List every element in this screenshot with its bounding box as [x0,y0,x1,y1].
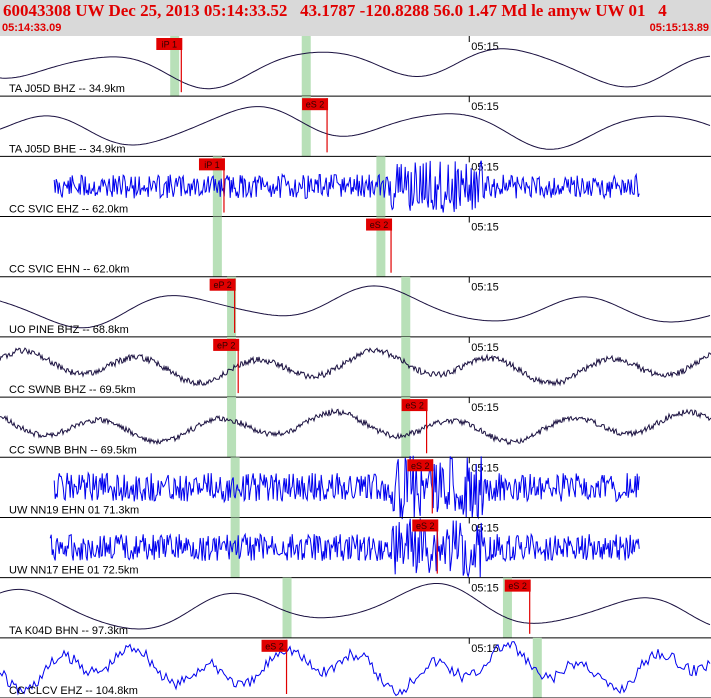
phase-window-shade [282,577,292,638]
pick-label: eP 2 [217,340,235,350]
waveform [0,583,711,630]
pick-flag[interactable] [401,399,428,412]
phase-window-shade [401,276,411,337]
pick-flag[interactable] [198,158,225,171]
trace-row[interactable]: 05:15 eP 2 CC SWNB BHZ -- 69.5km [0,336,711,398]
pick-flag[interactable] [366,218,393,231]
window-start-time: 05:14:33.09 [2,22,62,34]
trace-row[interactable]: 05:15 eS 2 CC SVIC EHN -- 62.0km [0,216,711,278]
phase-window-shade [301,36,311,97]
waveform [0,347,711,387]
minute-label: 05:15 [471,643,499,655]
trace-label: TA K04D BHN -- 97.3km [9,625,128,637]
phase-window-shade [230,457,240,518]
pick-label: eS 2 [405,401,424,411]
trace-label: TA J05D BHE -- 34.9km [9,143,126,155]
pick-flag[interactable] [213,338,240,351]
trace-row[interactable]: 05:15 eS 2 CC CLCV EHZ -- 104.8km [0,637,711,698]
minute-label: 05:15 [471,342,499,354]
trace-label: TA J05D BHZ -- 34.9km [9,83,125,95]
trace-label: UW NN19 EHN 01 71.3km [9,504,139,516]
trace-label: UW NN17 EHE 01 72.5km [9,565,139,577]
trace-label: CC SWNB BHZ -- 69.5km [9,384,136,396]
phase-window-shade [227,336,237,398]
phase-window-shade [230,517,240,578]
pick-flag[interactable] [302,98,329,111]
minute-label: 05:15 [471,282,499,294]
waveform [0,407,711,446]
pick-label: eS 2 [508,581,527,591]
pick-label: eS 2 [411,461,430,471]
waveform [0,641,711,697]
phase-window-shade [301,96,311,157]
minute-label: 05:15 [471,161,499,173]
minute-label: 05:15 [471,402,499,414]
waveform [0,285,711,329]
seismogram-panel[interactable]: 05:15 iP 1 TA J05D BHZ -- 34.9km 05:15 eS 2 T… [0,36,711,698]
phase-window-shade [532,637,542,698]
trace-row[interactable]: 05:15 eS 2 UW NN17 EHE 01 72.5km [0,517,711,579]
trace-row[interactable]: 05:15 eS 2 TA K04D BHN -- 97.3km [0,577,711,639]
trace-label: CC CLCV EHZ -- 104.8km [9,685,138,697]
phase-window-shade [212,156,222,217]
waveform [49,518,640,579]
pick-label: eS 2 [306,100,325,110]
pick-label: eS 2 [370,220,389,230]
waveform [0,48,711,90]
pick-label: eS 2 [265,641,284,651]
pick-flag[interactable] [407,459,434,472]
event-title: 60043308 UW Dec 25, 2013 05:14:33.52 43.… [3,1,667,20]
pick-label: iP 1 [204,160,219,170]
phase-window-shade [227,397,237,458]
phase-window-shade [401,397,411,458]
trace-label: CC SWNB BHN -- 69.5km [9,444,137,456]
waveform [53,160,640,213]
trace-label: CC SVIC EHN -- 62.0km [9,264,129,276]
phase-window-shade [502,577,512,638]
trace-row[interactable]: 05:15 eP 2 UO PINE BHZ -- 68.8km [0,276,711,338]
phase-window-shade [376,216,386,277]
minute-label: 05:15 [471,522,499,534]
trace-label: CC SVIC EHZ -- 62.0km [9,204,128,216]
minute-label: 05:15 [471,222,499,234]
event-header: 60043308 UW Dec 25, 2013 05:14:33.52 43.… [0,0,711,36]
waveform [53,455,640,520]
waveform [0,106,711,150]
minute-label: 05:15 [471,462,499,474]
pick-flag[interactable] [504,579,531,592]
trace-label: UO PINE BHZ -- 68.8km [9,324,129,336]
pick-flag[interactable] [261,639,288,652]
pick-flag[interactable] [209,278,236,291]
pick-flag[interactable] [156,38,183,50]
minute-label: 05:15 [471,101,499,113]
pick-label: eP 2 [213,280,231,290]
window-end-time: 05:15:13.89 [649,22,709,34]
phase-window-shade [170,36,180,97]
minute-label: 05:15 [471,583,499,595]
pick-label: iP 1 [162,40,177,50]
trace-row[interactable]: 05:15 iP 1 CC SVIC EHZ -- 62.0km [0,156,711,218]
trace-row[interactable]: 05:15 eS 2 CC SWNB BHN -- 69.5km [0,397,711,458]
pick-flag[interactable] [412,519,439,532]
phase-window-shade [212,216,222,277]
phase-window-shade [401,336,411,398]
trace-row[interactable]: 05:15 eS 2 UW NN19 EHN 01 71.3km [0,455,711,520]
trace-row[interactable]: 05:15 eS 2 TA J05D BHE -- 34.9km [0,96,711,157]
pick-label: eS 2 [416,521,435,531]
